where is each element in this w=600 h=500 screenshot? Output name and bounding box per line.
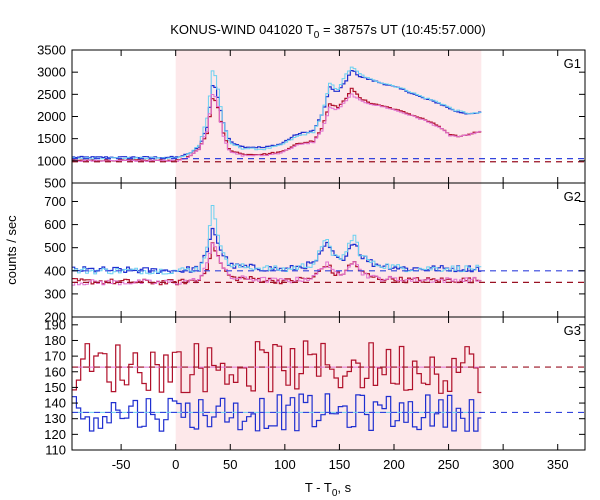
panel-g3-series-total-blue xyxy=(72,393,482,432)
panel-g3-ytick-label: 170 xyxy=(44,349,66,364)
panel-g2-ytick-label: 600 xyxy=(44,217,66,232)
panel-g3-ytick-label: 110 xyxy=(45,443,66,458)
panel-g1-ytick-label: 2500 xyxy=(37,87,66,102)
xtick-label: 300 xyxy=(492,457,514,472)
panel-g2-label: G2 xyxy=(564,189,581,204)
panel-g1-series-total-red xyxy=(72,87,482,162)
panel-g3-ytick-label: 140 xyxy=(44,396,66,411)
xtick-label: 50 xyxy=(223,457,237,472)
xtick-label: 250 xyxy=(438,457,460,472)
panel-g2-series-detail-pink xyxy=(72,242,482,286)
panel-g3-series-total-red xyxy=(72,340,482,394)
panel-g1-label: G1 xyxy=(564,56,581,71)
panel-g1-ytick-label: 2000 xyxy=(37,109,66,124)
panel-g3-ytick-label: 180 xyxy=(44,333,66,348)
panel-g2-series-detail-cyan xyxy=(72,205,482,275)
panels-group: 350030002500200015001000500G170060050040… xyxy=(37,43,586,472)
panel-g3-ytick-label: 150 xyxy=(44,380,66,395)
panel-g1-ytick-label: 3500 xyxy=(37,43,66,58)
xtick-label: 150 xyxy=(329,457,351,472)
panel-g2-ytick-label: 700 xyxy=(44,194,66,209)
x-axis-label: T - T0, s xyxy=(305,480,352,499)
panel-g3-label: G3 xyxy=(564,323,581,338)
panel-g3-ytick-label: 120 xyxy=(44,427,66,442)
chart-title: KONUS-WIND 041020 T0 = 38757s UT (10:45:… xyxy=(170,22,485,41)
panel-g1-series-detail-cyan xyxy=(72,66,482,160)
panel-g3-ytick-label: 190 xyxy=(44,317,66,332)
panel-g1-ytick-label: 1000 xyxy=(37,153,66,168)
panel-g2-ytick-label: 400 xyxy=(44,263,66,278)
panel-g1-ytick-label: 1500 xyxy=(37,131,66,146)
xtick-label: 200 xyxy=(383,457,405,472)
panel-g2-ytick-label: 200 xyxy=(44,310,66,325)
panel-g2-ytick-label: 500 xyxy=(44,240,66,255)
xtick-label: 100 xyxy=(274,457,296,472)
panel-g2-ytick-label: 300 xyxy=(44,286,66,301)
xtick-label: 350 xyxy=(547,457,569,472)
y-axis-label: counts / sec xyxy=(4,215,19,285)
panel-g3-frame xyxy=(71,316,586,451)
panel-g3-ytick-label: 160 xyxy=(44,364,66,379)
panel-g1-ytick-label: 3000 xyxy=(37,65,66,80)
xtick-label: -50 xyxy=(112,457,131,472)
panel-g1-ytick-label: 500 xyxy=(44,176,66,191)
panel-g3-ytick-label: 130 xyxy=(44,411,66,426)
xtick-label: 0 xyxy=(172,457,179,472)
